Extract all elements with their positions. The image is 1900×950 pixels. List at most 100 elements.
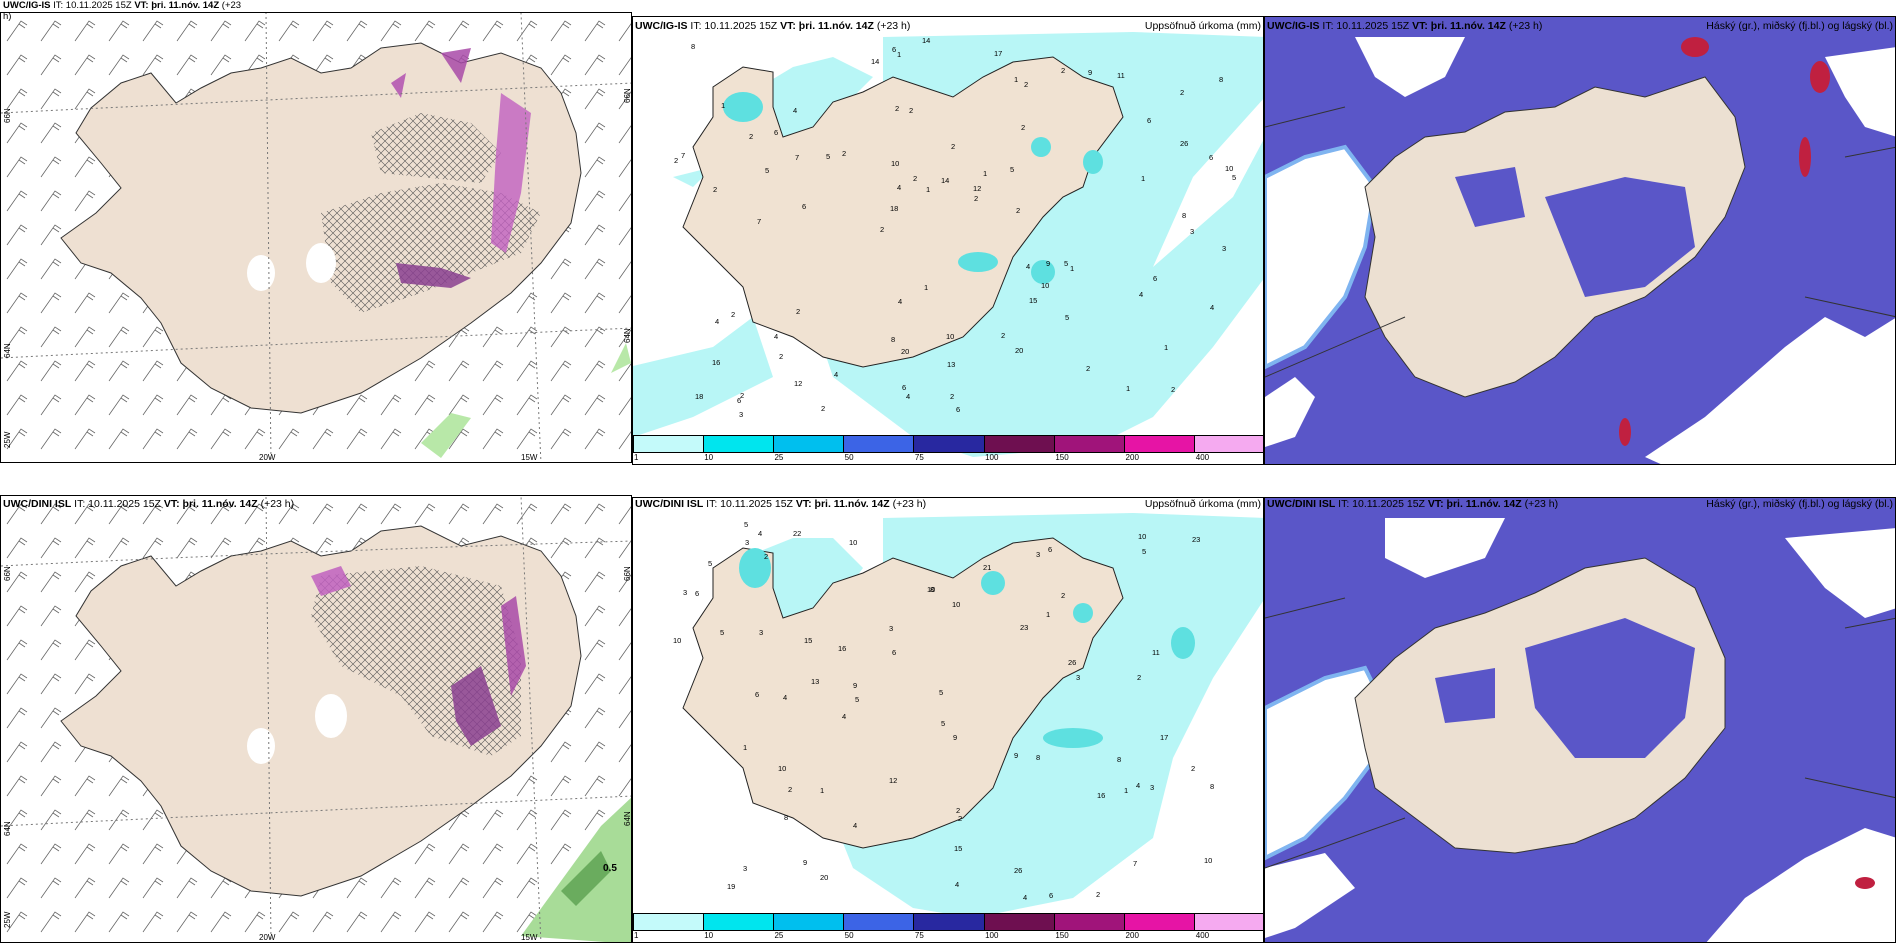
map-frame: 2 2 2 2 2 2 2 2 2 2 2 2 1 1 1 1 5 4 26 18 8 4 4 2 2 1 1 5 6 5 5 15 12 6 12… xyxy=(632,16,1264,465)
precip-value: 9 xyxy=(953,733,957,742)
valid-time: VT: þri. 11.nóv. 14Z xyxy=(795,498,890,510)
panel-title: UWC/DINI ISL IT: 10.11.2025 15Z VT: þri.… xyxy=(1267,498,1558,510)
colorbar-label: 200 xyxy=(1125,453,1139,462)
colorbar-swatch xyxy=(1124,914,1195,930)
panel-title: UWC/IG-IS IT: 10.11.2025 15Z VT: þri. 11… xyxy=(635,20,910,32)
colorbar-swatch xyxy=(704,436,775,452)
lat-label-64-right: 64N xyxy=(623,328,632,343)
precip-value: 9 xyxy=(803,858,807,867)
precip-value: 2 xyxy=(713,185,717,194)
panel-top-right: UWC/IG-IS IT: 10.11.2025 15Z VT: þri. 11… xyxy=(1264,16,1900,465)
precip-value: 6 xyxy=(892,648,896,657)
lat-label-66-right: 66N xyxy=(623,88,632,103)
lat-label-64: 64N xyxy=(3,343,12,358)
lon-label-15: 15W xyxy=(521,933,538,942)
precip-value: 18 xyxy=(695,392,703,401)
precip-value: 4 xyxy=(955,880,959,889)
colorbar-swatch xyxy=(984,914,1055,930)
panel-bottom-middle: 2 2 2 3 2 16 10 2 4 2 8 5 10 26 20 2 8 9 3 8 5 8 7 6 23 23 16 12 10 1… xyxy=(632,497,1264,950)
precip-value: 8 xyxy=(784,813,788,822)
precip-value: 7 xyxy=(681,151,685,160)
precip-value: 2 xyxy=(1137,673,1141,682)
colorbar-swatch xyxy=(1124,436,1195,452)
colorbar-swatch xyxy=(844,914,915,930)
precip-values-bottom: 2223216102428510262028938587623231612101… xyxy=(673,520,1214,902)
precip-value: 3 xyxy=(889,624,893,633)
precip-value: 3 xyxy=(1076,673,1080,682)
precip-value: 10 xyxy=(1204,856,1212,865)
precip-value: 4 xyxy=(758,529,762,538)
model-name: UWC/DINI ISL xyxy=(3,498,72,510)
precip-value: 6 xyxy=(774,128,778,137)
lon-label-20: 20W xyxy=(259,933,276,942)
precip-value: 2 xyxy=(913,174,917,183)
precip-value: 2 xyxy=(1061,591,1065,600)
valid-time: VT: þri. 11.nóv. 14Z xyxy=(1412,20,1506,32)
precip-value: 10 xyxy=(673,636,681,645)
lead-time-unit: h) xyxy=(3,11,12,22)
colorbar-label: 400 xyxy=(1195,453,1210,462)
lead-time: (+23 h) xyxy=(1508,20,1543,32)
precip-value: 1 xyxy=(1014,75,1018,84)
precip-value: 7 xyxy=(795,153,799,162)
colorbar xyxy=(633,435,1263,453)
colorbar-swatch xyxy=(1194,914,1263,930)
precip-value: 6 xyxy=(802,202,806,211)
precip-value: 4 xyxy=(842,712,846,721)
precip-values-top: 2222222222221111542618844221156551512612… xyxy=(674,36,1236,419)
precip-value: 10 xyxy=(946,332,954,341)
colorbar-label: 50 xyxy=(844,931,854,940)
panel-bottom-left: 0.5 66N 64N 25W 20W 15W 66N 64N UWC/DINI… xyxy=(0,495,632,950)
lon-label-20: 20W xyxy=(259,453,276,462)
wind-value-label: 0.5 xyxy=(603,863,617,874)
precip-value: 6 xyxy=(1048,545,1052,554)
precip-value: 23 xyxy=(1192,535,1200,544)
precip-value: 5 xyxy=(1064,259,1068,268)
precip-value: 3 xyxy=(683,588,687,597)
panel-top-left: 66N 64N 25W 20W 15W 66N 64N UWC/IG-IS IT… xyxy=(0,0,632,465)
model-name: UWC/IG-IS xyxy=(3,0,51,11)
precip-value: 4 xyxy=(1210,303,1214,312)
lat-label-64: 64N xyxy=(3,821,12,836)
precip-value: 2 xyxy=(842,149,846,158)
precip-value: 8 xyxy=(1210,782,1214,791)
precip-value: 4 xyxy=(1139,290,1143,299)
map-frame: 66N 64N 25W 20W 15W 66N 64N xyxy=(0,12,632,463)
model-name: UWC/DINI ISL xyxy=(1267,498,1336,510)
precip-value: 6 xyxy=(1209,153,1213,162)
precip-value: 14 xyxy=(871,57,879,66)
colorbar-label: 25 xyxy=(774,931,784,940)
colorbar-swatch xyxy=(704,914,775,930)
precip-value: 13 xyxy=(811,677,819,686)
precip-value: 8 xyxy=(1036,753,1040,762)
precip-value: 2 xyxy=(788,785,792,794)
precip-value: 1 xyxy=(926,185,930,194)
precip-value: 5 xyxy=(765,166,769,175)
precip-value: 6 xyxy=(737,396,741,405)
precip-value: 23 xyxy=(1020,623,1028,632)
panel-title: UWC/DINI ISL IT: 10.11.2025 15Z VT: þri.… xyxy=(635,498,926,510)
lat-label-66: 66N xyxy=(3,108,12,123)
precip-value: 2 xyxy=(740,391,744,400)
precip-value: 9 xyxy=(1014,751,1018,760)
precip-value: 1 xyxy=(1124,786,1128,795)
precip-value: 4 xyxy=(834,370,838,379)
precip-value: 2 xyxy=(1096,890,1100,899)
precip-value: 20 xyxy=(901,347,909,356)
model-name: UWC/IG-IS xyxy=(1267,20,1320,32)
precip-value: 10 xyxy=(1041,281,1049,290)
colorbar-labels: 1 10 25 50 75 100 150 200 400 xyxy=(632,453,1264,465)
precip-value: 4 xyxy=(783,693,787,702)
precip-value: 3 xyxy=(759,628,763,637)
cloud-map xyxy=(1265,17,1895,464)
precip-value: 2 xyxy=(1021,123,1025,132)
colorbar-swatch xyxy=(774,436,845,452)
panel-top-middle: 2 2 2 2 2 2 2 2 2 2 2 2 1 1 1 1 5 4 26 18 8 4 4 2 2 1 1 5 6 5 5 15 12 6 12… xyxy=(632,16,1264,465)
precip-value: 2 xyxy=(895,104,899,113)
precip-value: 5 xyxy=(941,719,945,728)
precip-value: 10 xyxy=(1225,164,1233,173)
colorbar-swatch xyxy=(914,436,985,452)
precip-value: 2 xyxy=(1001,331,1005,340)
precip-value: 18 xyxy=(890,204,898,213)
colorbar-label: 75 xyxy=(914,931,924,940)
